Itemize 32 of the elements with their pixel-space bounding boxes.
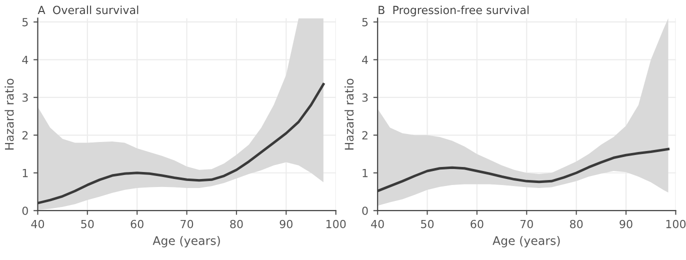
x-tick-label: 80 <box>570 220 583 228</box>
y-axis-title: Hazard ratio <box>344 78 354 150</box>
x-tick-label: 70 <box>180 220 194 228</box>
x-tick-label: 50 <box>81 220 94 228</box>
x-tick-label: 90 <box>280 220 292 228</box>
x-tick-label: 40 <box>371 220 384 228</box>
y-tick-label: 3 <box>362 93 368 102</box>
y-tick-label: 1 <box>22 168 28 178</box>
y-axis-title: Hazard ratio <box>4 78 14 150</box>
y-tick-label: 1 <box>362 168 368 178</box>
x-axis-title: Age (years) <box>152 236 220 248</box>
x-tick-label: 100 <box>326 220 346 228</box>
x-axis-title: Age (years) <box>492 236 560 248</box>
y-tick-label: 3 <box>22 93 28 102</box>
y-tick-label: 5 <box>22 18 28 26</box>
x-tick-label: 100 <box>666 220 686 228</box>
x-tick-label: 40 <box>31 220 44 228</box>
x-tick-label: 80 <box>230 220 243 228</box>
x-tick-label: 50 <box>421 220 434 228</box>
x-tick-label: 90 <box>620 220 632 228</box>
y-tick-label: 5 <box>362 18 368 26</box>
chart-title: B Progression-free survival <box>378 6 529 16</box>
y-tick-label: 2 <box>362 131 368 140</box>
x-tick-label: 60 <box>130 220 144 228</box>
x-tick-label: 60 <box>470 220 484 228</box>
y-tick-label: 0 <box>22 206 28 215</box>
y-tick-label: 4 <box>22 56 28 64</box>
y-tick-label: 4 <box>362 56 368 64</box>
chart-title: A Overall survival <box>38 6 138 14</box>
x-tick-label: 70 <box>520 220 533 228</box>
y-tick-label: 0 <box>362 206 368 215</box>
y-tick-label: 2 <box>22 131 28 140</box>
